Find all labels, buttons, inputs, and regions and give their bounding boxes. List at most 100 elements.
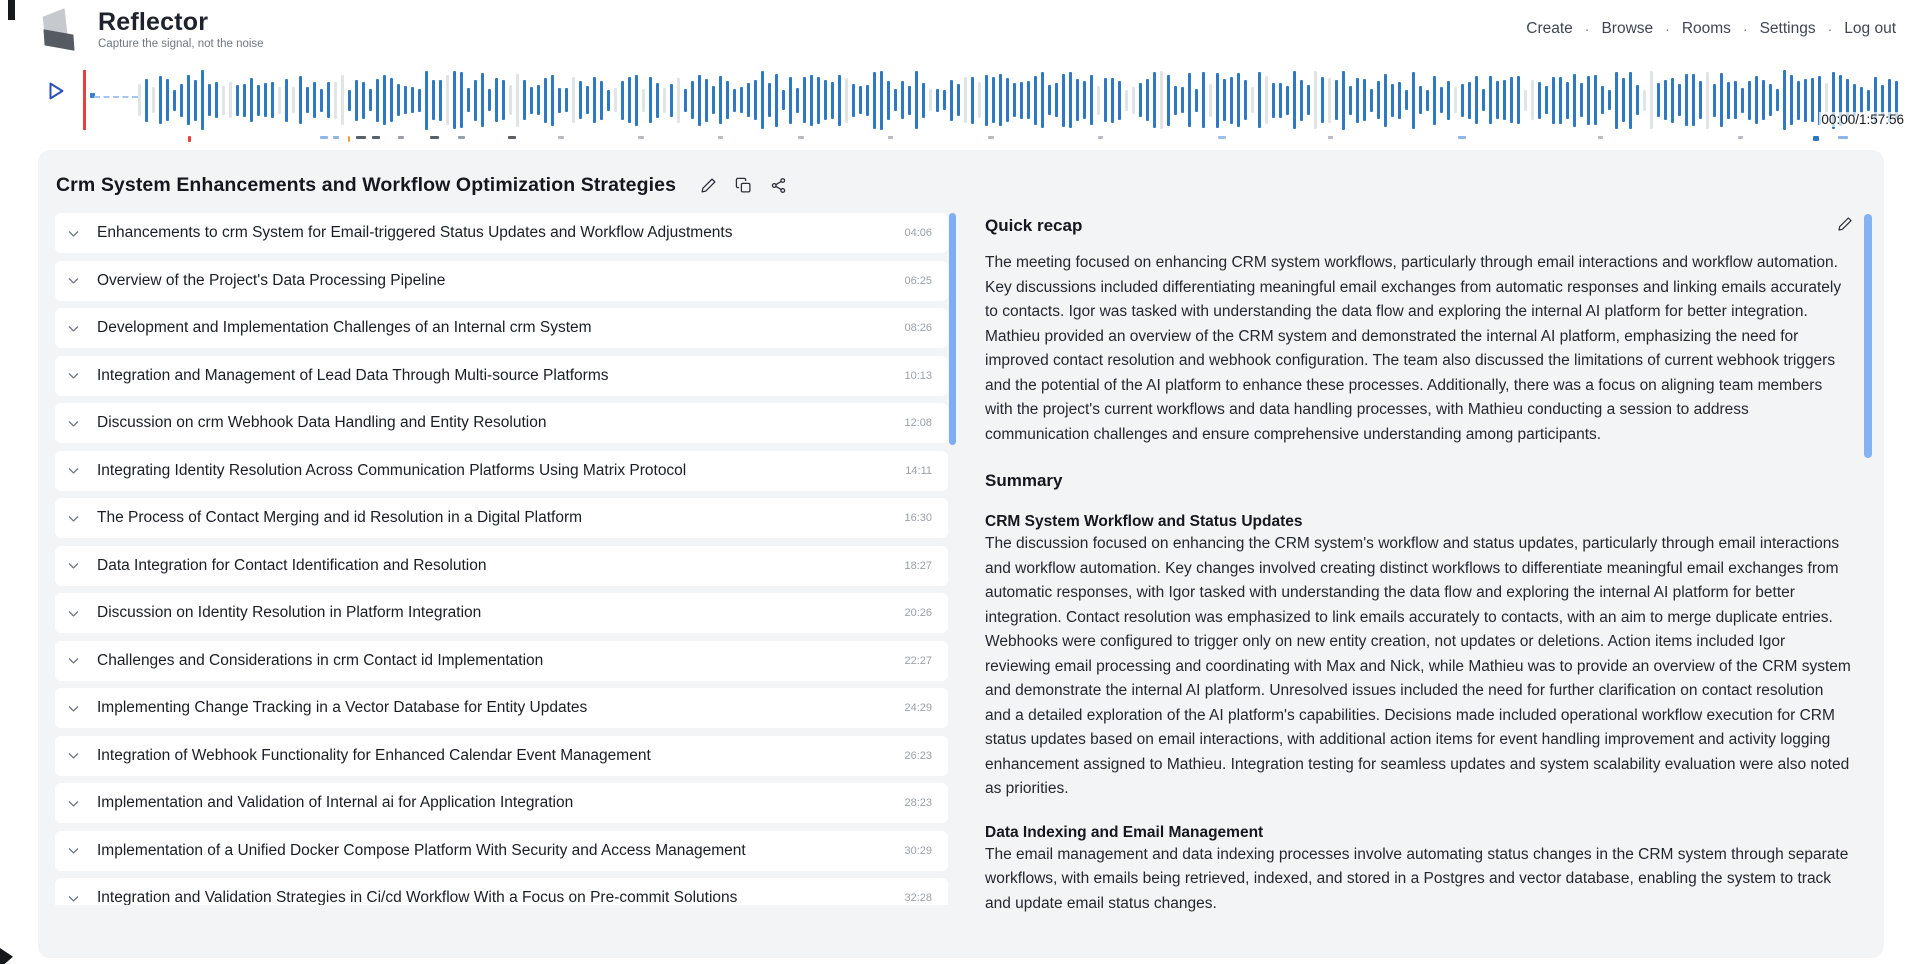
topic-title: Integration and Management of Lead Data … (97, 366, 609, 384)
waveform-minimap[interactable] (120, 134, 1906, 143)
topic-row[interactable]: Overview of the Project's Data Processin… (55, 260, 948, 301)
topic-timestamp: 12:08 (904, 417, 932, 429)
reflector-logo-icon (40, 8, 84, 54)
section-body: The email management and data indexing p… (985, 845, 1849, 912)
topic-timestamp: 28:23 (904, 797, 932, 809)
topics-scrollbar[interactable] (949, 213, 956, 445)
minimap-mark (356, 136, 366, 139)
topic-timestamp: 22:27 (904, 654, 932, 667)
section-heading: Data Indexing and Email Management (985, 823, 1264, 841)
waveform-quiet-segment (94, 96, 138, 98)
nav-separator: · (1584, 21, 1590, 37)
edit-summary-icon[interactable] (1837, 216, 1853, 232)
minimap-mark (638, 136, 644, 139)
topic-timestamp: 18:27 (904, 559, 932, 572)
topic-row[interactable]: Integration of Webhook Functionality for… (55, 735, 948, 776)
chevron-down-icon[interactable] (67, 607, 83, 620)
topic-row[interactable]: Data Integration for Contact Identificat… (55, 545, 948, 586)
topic-title: Integration of Webhook Functionality for… (97, 746, 651, 764)
topic-timestamp: 32:28 (904, 892, 932, 904)
topic-title: Discussion on crm Webhook Data Handling … (97, 414, 547, 431)
chevron-down-icon[interactable] (67, 512, 83, 525)
chevron-down-icon[interactable] (67, 559, 83, 572)
app-header: Reflector Capture the signal, not the no… (40, 8, 1896, 58)
chevron-down-icon[interactable] (67, 274, 83, 287)
nav-item-rooms[interactable]: Rooms (1681, 20, 1731, 37)
section-heading: CRM System Workflow and Status Updates (985, 513, 1303, 530)
nav-separator: · (1742, 21, 1748, 37)
topic-timestamp: 16:30 (904, 512, 932, 524)
topic-row[interactable]: Integration and Management of Lead Data … (55, 355, 948, 396)
topic-row[interactable]: Integrating Identity Resolution Across C… (55, 450, 948, 491)
topic-title: Implementing Change Tracking in a Vector… (97, 699, 588, 716)
topics-list: Enhancements to crm System for Email-tri… (55, 213, 948, 905)
chevron-down-icon[interactable] (67, 464, 83, 477)
topic-title: Challenges and Considerations in crm Con… (97, 651, 544, 669)
summary-section: Data Indexing and Email Management The em… (985, 824, 1853, 917)
chevron-down-icon[interactable] (67, 654, 83, 667)
play-button[interactable] (45, 80, 67, 102)
screen-artifact (8, 0, 15, 20)
minimap-mark (1328, 136, 1333, 139)
topic-row[interactable]: Implementation and Validation of Interna… (55, 783, 948, 823)
copy-icon[interactable] (735, 177, 752, 194)
topic-row[interactable]: Discussion on Identity Resolution in Pla… (55, 593, 948, 633)
topic-row[interactable]: Development and Implementation Challenge… (55, 308, 948, 348)
summary-scrollbar[interactable] (1864, 214, 1872, 458)
topic-timestamp: 06:25 (904, 274, 932, 287)
topic-row[interactable]: Enhancements to crm System for Email-tri… (55, 213, 948, 253)
quick-recap-text: The meeting focused on enhancing CRM sys… (985, 254, 1842, 443)
minimap-mark (348, 136, 350, 142)
minimap-mark (1458, 136, 1466, 139)
chevron-down-icon[interactable] (67, 892, 83, 905)
minimap-mark (1813, 136, 1819, 141)
minimap-mark (430, 136, 439, 139)
screen-artifact (0, 948, 13, 964)
waveform[interactable] (138, 66, 1906, 134)
minimap-mark (398, 136, 404, 139)
chevron-down-icon[interactable] (67, 227, 83, 240)
minimap-mark (798, 136, 804, 139)
topic-timestamp: 04:06 (904, 227, 932, 239)
chevron-down-icon[interactable] (67, 369, 83, 382)
nav-item-browse[interactable]: Browse (1601, 20, 1654, 37)
chevron-down-icon[interactable] (67, 322, 83, 335)
summary-section: CRM System Workflow and Status Updates Th… (985, 513, 1853, 802)
topic-timestamp: 10:13 (904, 369, 932, 382)
section-body: The discussion focused on enhancing the … (985, 535, 1851, 797)
audio-player: 00:00/1:57:56 (38, 64, 1906, 146)
playhead-cursor[interactable] (83, 70, 86, 130)
nav-item-log-out[interactable]: Log out (1844, 20, 1896, 37)
topic-row[interactable]: Discussion on crm Webhook Data Handling … (55, 403, 948, 443)
chevron-down-icon[interactable] (67, 417, 83, 430)
topic-title: Development and Implementation Challenge… (97, 319, 592, 336)
topic-row[interactable]: Integration and Validation Strategies in… (55, 878, 948, 905)
chevron-down-icon[interactable] (67, 844, 83, 857)
topic-row[interactable]: Implementation of a Unified Docker Compo… (55, 830, 948, 871)
meeting-header: Crm System Enhancements and Workflow Opt… (56, 174, 787, 197)
share-icon[interactable] (770, 177, 787, 194)
topic-row[interactable]: The Process of Contact Merging and id Re… (55, 498, 948, 538)
topic-title: Enhancements to crm System for Email-tri… (97, 224, 733, 241)
minimap-mark (718, 136, 723, 139)
chevron-down-icon[interactable] (67, 749, 83, 762)
minimap-mark (1598, 136, 1603, 139)
topic-row[interactable]: Implementing Change Tracking in a Vector… (55, 688, 948, 728)
topic-timestamp: 14:11 (905, 464, 932, 477)
chevron-down-icon[interactable] (67, 702, 83, 715)
topic-timestamp: 20:26 (904, 607, 932, 619)
chevron-down-icon[interactable] (67, 797, 83, 810)
main-nav: Create · Browse · Rooms · Settings · Log out (1526, 20, 1896, 38)
topic-row[interactable]: Challenges and Considerations in crm Con… (55, 640, 948, 681)
brand[interactable]: Reflector Capture the signal, not the no… (40, 8, 264, 54)
nav-item-settings[interactable]: Settings (1759, 20, 1816, 37)
topic-title: Implementation of a Unified Docker Compo… (97, 841, 746, 859)
meeting-card: Crm System Enhancements and Workflow Opt… (38, 150, 1884, 958)
topic-title: Discussion on Identity Resolution in Pla… (97, 604, 482, 621)
nav-item-create[interactable]: Create (1526, 20, 1573, 37)
edit-title-icon[interactable] (700, 177, 717, 194)
meeting-title: Crm System Enhancements and Workflow Opt… (56, 174, 677, 196)
topic-timestamp: 08:26 (904, 322, 932, 334)
minimap-mark (333, 136, 339, 139)
